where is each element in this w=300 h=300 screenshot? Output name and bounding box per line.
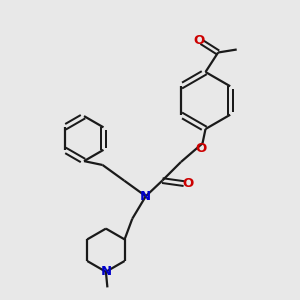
Text: N: N bbox=[100, 265, 112, 278]
Text: O: O bbox=[195, 142, 207, 155]
Text: N: N bbox=[140, 190, 152, 203]
Text: O: O bbox=[182, 177, 194, 190]
Text: O: O bbox=[194, 34, 205, 47]
